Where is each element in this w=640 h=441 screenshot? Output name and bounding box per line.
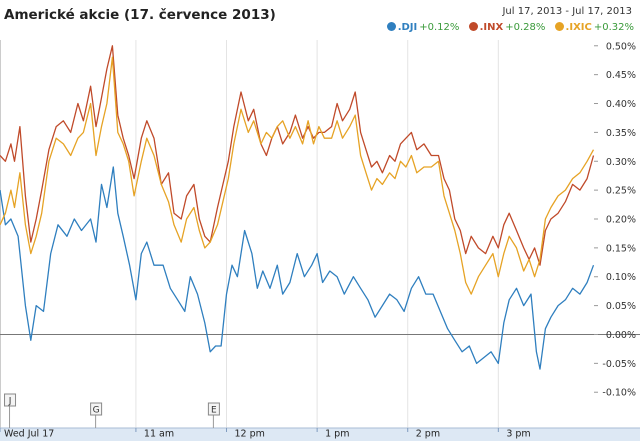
legend-change: +0.28%: [505, 22, 546, 33]
chart-title: Americké akcie (17. července 2013): [4, 7, 276, 23]
plot-area: [0, 40, 598, 428]
y-tick-label: 0.25%: [606, 186, 636, 197]
series-line: [0, 166, 595, 370]
legend: .DJI +0.12% .INX +0.28% .IXIC +0.32%: [381, 22, 634, 33]
flag-marker: [90, 402, 103, 416]
series-line: [0, 45, 595, 266]
x-tick-label: Wed Jul 17: [4, 429, 54, 440]
x-tick-label: 3 pm: [506, 429, 530, 440]
x-tick-label: 2 pm: [416, 429, 440, 440]
series-line: [0, 56, 595, 295]
y-tick-label: 0.50%: [606, 41, 636, 52]
y-tick-label: -0.05%: [602, 359, 636, 370]
dot-icon: [386, 22, 396, 31]
y-tick-label: 0.15%: [606, 243, 636, 254]
y-tick-label: 0.35%: [606, 128, 636, 139]
legend-item-dji[interactable]: .DJI +0.12%: [386, 22, 463, 33]
dot-icon: [554, 22, 564, 31]
y-tick-label: 0.10%: [606, 272, 636, 283]
date-range[interactable]: Jul 17, 2013 - Jul 17, 2013: [502, 6, 632, 17]
legend-symbol: .INX: [479, 22, 504, 33]
y-tick-label: 0.45%: [606, 70, 636, 81]
flag-marker: [207, 402, 220, 416]
x-tick-label: 11 am: [144, 429, 174, 440]
flag-marker: [4, 393, 17, 407]
legend-change: +0.12%: [419, 22, 460, 33]
x-tick-label: 12 pm: [235, 429, 265, 440]
legend-symbol: .DJI: [397, 22, 418, 33]
flag-label: E: [211, 406, 217, 416]
dot-icon: [468, 22, 478, 31]
legend-item-ixic[interactable]: .IXIC +0.32%: [554, 22, 634, 33]
legend-item-inx[interactable]: .INX +0.28%: [468, 22, 549, 33]
x-axis-band: [0, 428, 640, 441]
y-tick-label: 0.40%: [606, 99, 636, 110]
flag-label: J: [8, 397, 12, 407]
y-tick-label: -0.10%: [602, 388, 636, 399]
y-tick-label: 0.00%: [606, 330, 636, 341]
legend-symbol: .IXIC: [565, 22, 592, 33]
flag-label: G: [93, 406, 100, 416]
x-tick-label: 1 pm: [325, 429, 349, 440]
y-tick-label: 0.05%: [606, 301, 636, 312]
y-tick-label: 0.20%: [606, 215, 636, 226]
y-tick-label: 0.30%: [606, 157, 636, 168]
legend-change: +0.32%: [593, 22, 634, 33]
